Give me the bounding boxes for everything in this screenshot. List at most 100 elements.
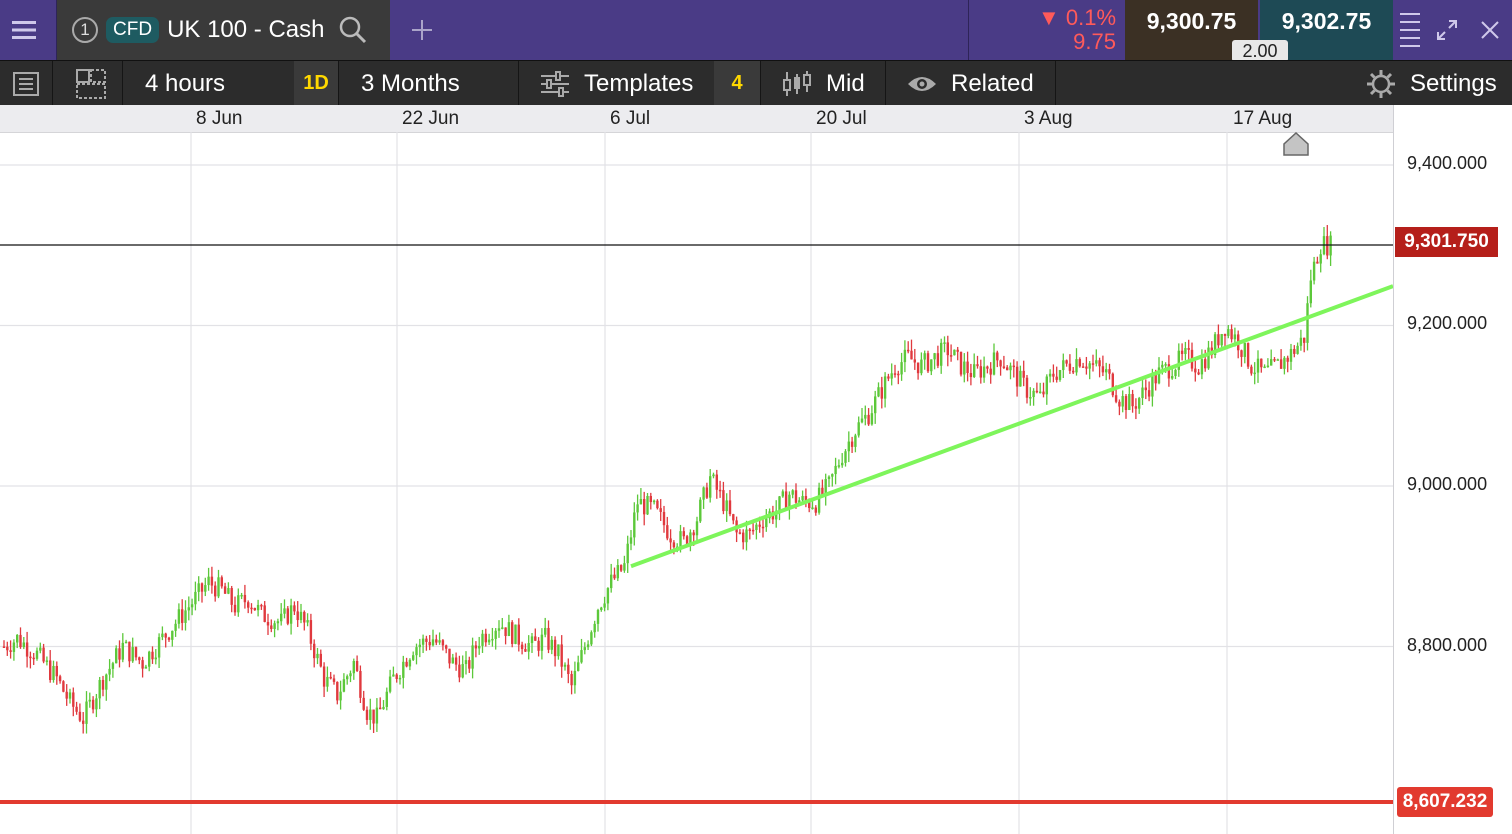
- drag-handle[interactable]: [1399, 0, 1421, 60]
- candle: [105, 674, 108, 690]
- buy-price: 9,302.75: [1281, 8, 1372, 34]
- candle: [755, 524, 758, 531]
- templates-button[interactable]: Templates: [540, 61, 693, 106]
- candle: [148, 651, 151, 667]
- candle: [1250, 366, 1253, 374]
- candle: [1266, 365, 1270, 368]
- candle: [794, 490, 798, 503]
- candle: [438, 640, 441, 643]
- candle: [303, 611, 306, 623]
- date-label: 8 Jun: [196, 108, 243, 129]
- alert-price-flag[interactable]: 8,607.232: [1397, 787, 1493, 817]
- candle: [451, 657, 454, 664]
- candle: [540, 634, 544, 651]
- candle: [441, 640, 445, 646]
- candle: [52, 665, 55, 681]
- candle: [596, 609, 600, 624]
- candle: [613, 574, 616, 579]
- candle: [454, 657, 458, 665]
- candle: [1161, 364, 1164, 368]
- related-button[interactable]: Related: [907, 61, 1034, 106]
- related-label: Related: [951, 69, 1034, 97]
- settings-button[interactable]: Settings: [1366, 61, 1497, 106]
- candle: [329, 676, 332, 679]
- candle: [1114, 395, 1118, 402]
- candle: [128, 641, 131, 662]
- candle: [553, 639, 557, 657]
- candle: [1227, 329, 1230, 336]
- candle: [817, 487, 821, 513]
- candle: [893, 373, 897, 375]
- layout-button[interactable]: [74, 61, 108, 106]
- interval-selector[interactable]: 4 hours: [145, 61, 225, 106]
- candle: [1055, 376, 1058, 380]
- latest-marker-icon[interactable]: [1283, 132, 1309, 156]
- candle: [745, 529, 748, 543]
- candle: [791, 490, 794, 495]
- candle: [788, 494, 791, 509]
- price-type-selector[interactable]: Mid: [782, 61, 865, 106]
- candle: [85, 701, 88, 724]
- candle: [623, 563, 626, 571]
- trend-line: [630, 284, 1393, 569]
- price-chart[interactable]: [0, 132, 1393, 834]
- instrument-tab[interactable]: 1 CFD UK 100 - Cash: [57, 0, 390, 60]
- candle: [1154, 374, 1157, 384]
- candle: [834, 465, 837, 475]
- candle: [164, 633, 167, 638]
- candle: [237, 595, 240, 613]
- candle: [530, 636, 534, 644]
- candle: [765, 518, 768, 528]
- candle: [1151, 374, 1154, 397]
- candle: [1240, 350, 1243, 357]
- candle: [890, 373, 893, 379]
- date-label: 3 Aug: [1024, 108, 1073, 129]
- candle: [814, 507, 817, 513]
- candle: [1309, 280, 1312, 304]
- candle: [1015, 366, 1019, 387]
- candle: [1095, 360, 1098, 364]
- period-badge[interactable]: 1D: [294, 61, 338, 106]
- candle: [481, 633, 484, 646]
- menu-button[interactable]: [0, 0, 48, 60]
- candle: [999, 360, 1002, 367]
- candle: [1091, 363, 1095, 365]
- candle: [837, 465, 841, 467]
- candle: [586, 644, 590, 648]
- expand-button[interactable]: [1432, 0, 1462, 60]
- candle: [91, 699, 95, 710]
- candle: [1019, 370, 1022, 387]
- candle: [58, 676, 62, 682]
- candle: [649, 495, 652, 503]
- candle: [230, 588, 233, 605]
- candle: [831, 474, 834, 477]
- candle: [907, 349, 910, 352]
- candle: [626, 543, 629, 564]
- candle: [563, 664, 567, 667]
- menu-icon: [12, 21, 36, 39]
- sell-price-button[interactable]: 9,300.75: [1125, 0, 1258, 60]
- candle: [9, 650, 12, 652]
- candle: [682, 531, 685, 537]
- candle: [418, 644, 421, 648]
- close-button[interactable]: [1475, 0, 1505, 60]
- candle: [270, 625, 273, 629]
- list-button[interactable]: [0, 61, 52, 106]
- candle: [497, 628, 501, 631]
- candle: [1081, 366, 1085, 368]
- candle: [1303, 337, 1306, 343]
- candle: [920, 359, 923, 374]
- candle: [534, 636, 537, 641]
- candle: [679, 531, 682, 547]
- candle: [375, 707, 379, 724]
- candle: [1220, 334, 1223, 346]
- candle: [986, 366, 989, 369]
- add-tab-button[interactable]: [400, 0, 444, 60]
- candle: [448, 648, 451, 664]
- range-selector[interactable]: 3 Months: [361, 61, 460, 106]
- candle: [289, 605, 293, 624]
- candle: [131, 647, 134, 662]
- candle: [1128, 394, 1131, 411]
- search-icon[interactable]: [338, 15, 368, 45]
- candle: [864, 414, 867, 419]
